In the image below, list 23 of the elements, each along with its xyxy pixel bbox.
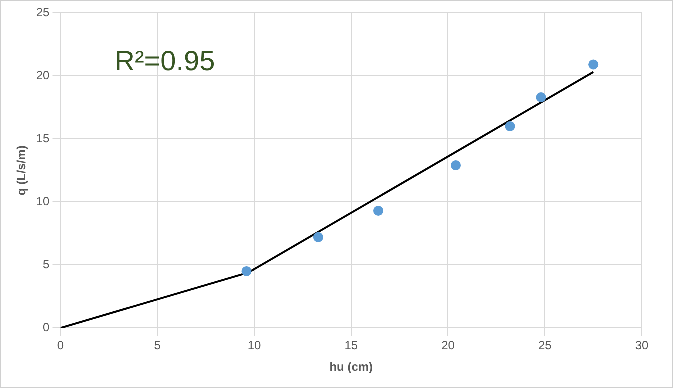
- y-tick-label: 10: [36, 194, 50, 208]
- y-axis-title: q (L/s/m): [14, 146, 29, 196]
- y-tick-label: 0: [43, 320, 50, 335]
- x-tick-label: 0: [57, 338, 64, 353]
- point: [242, 266, 252, 276]
- x-tick-label: 15: [344, 338, 358, 353]
- x-tick-label: 5: [154, 338, 162, 353]
- x-tick-label: 30: [635, 338, 649, 353]
- x-tick-label: 25: [538, 338, 552, 353]
- point: [536, 92, 546, 102]
- point: [505, 121, 516, 132]
- point: [588, 60, 599, 70]
- y-tick-label: 20: [36, 68, 50, 82]
- point: [451, 160, 461, 171]
- y-tick-label: 25: [36, 5, 50, 20]
- point: [374, 206, 384, 216]
- annotation: R²=0.95: [114, 46, 216, 77]
- x-axis-title: hu (cm): [330, 360, 374, 374]
- point: [313, 232, 324, 242]
- y-tick-label: 5: [43, 257, 50, 272]
- x-tick-label: 20: [442, 338, 456, 353]
- y-tick-label: 15: [36, 131, 50, 146]
- x-tick-label: 10: [248, 338, 262, 353]
